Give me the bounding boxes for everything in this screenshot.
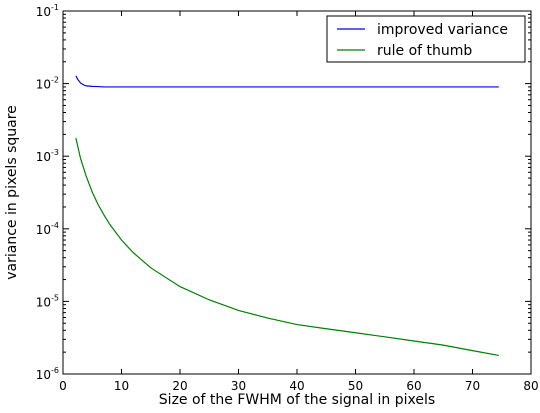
- legend-label-rule-of-thumb: rule of thumb: [377, 43, 472, 59]
- y-tick-label: 10-1: [36, 3, 59, 19]
- y-tick-label: 10-2: [36, 76, 59, 92]
- axis-ticks: 0 10 20 30 40 50 60 70 80 10-6 10-5 10-4 10-3 10-2 10-…: [36, 3, 539, 393]
- y-tick-label: 10-6: [36, 366, 59, 382]
- x-tick-label: 40: [289, 379, 304, 393]
- x-axis-label: Size of the FWHM of the signal in pixels: [159, 392, 435, 408]
- plot-area: [75, 75, 499, 357]
- x-tick-label: 30: [231, 379, 246, 393]
- y-axis-label: variance in pixels square: [4, 105, 20, 280]
- series-line-rule-of-thumb: [75, 137, 499, 357]
- x-tick-label: 10: [114, 379, 129, 393]
- series-line-improved-variance: [75, 75, 499, 88]
- y-tick-label: 10-3: [36, 148, 59, 164]
- x-tick-label: 0: [59, 379, 67, 393]
- legend-label-improved-variance: improved variance: [377, 22, 508, 38]
- x-tick-label: 20: [172, 379, 187, 393]
- legend: improved variance rule of thumb: [326, 15, 526, 63]
- legend-box: [326, 15, 526, 63]
- plot-frame: [62, 10, 532, 375]
- x-tick-label: 50: [348, 379, 363, 393]
- x-tick-label: 70: [465, 379, 480, 393]
- x-tick-label: 80: [523, 379, 538, 393]
- y-tick-label: 10-5: [36, 293, 59, 309]
- y-tick-label: 10-4: [36, 221, 59, 237]
- x-tick-label: 60: [406, 379, 421, 393]
